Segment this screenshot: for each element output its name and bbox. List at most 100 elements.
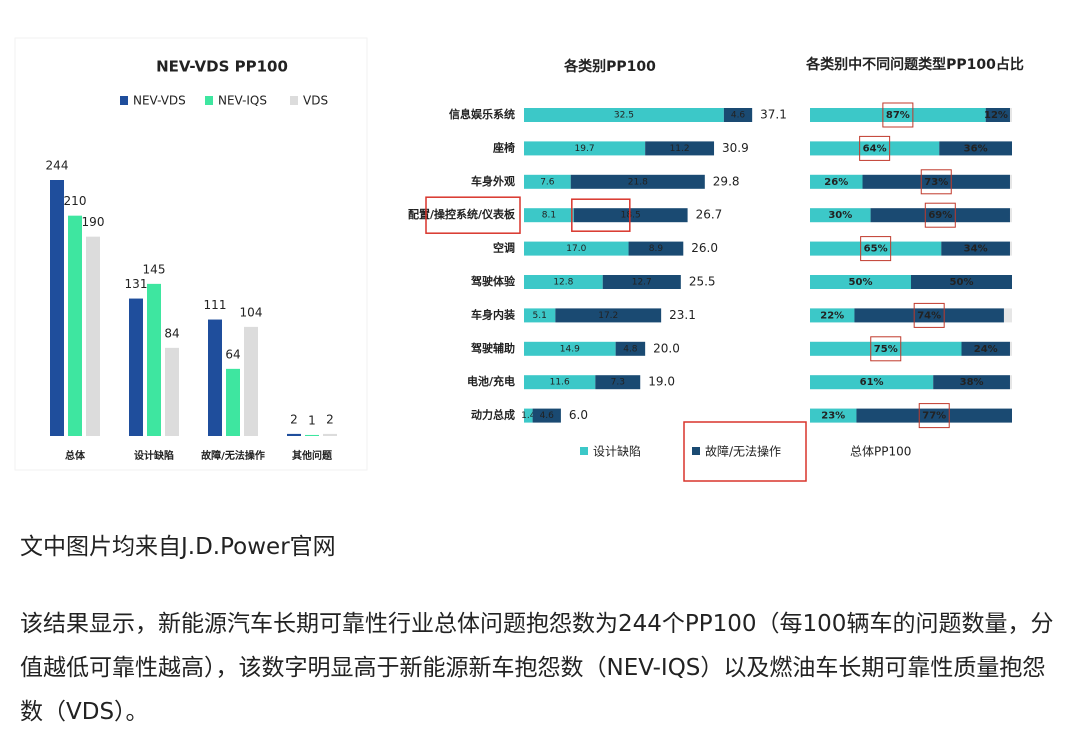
x-tick-label: 设计缺陷: [134, 449, 174, 462]
bar-segment: [810, 341, 962, 356]
value-label: 4.6: [540, 411, 555, 421]
bar-segment: [524, 174, 571, 189]
bar-segment: [524, 275, 603, 289]
value-label: 210: [64, 194, 87, 208]
bar-segment: [602, 275, 681, 289]
bar-segment: [615, 341, 646, 356]
bar-segment: [933, 375, 1010, 390]
total-label: 19.0: [648, 375, 675, 389]
caption: 文中图片均来自J.D.Power官网: [20, 534, 336, 560]
value-label: 69%: [928, 210, 952, 221]
value-label: 11.2: [670, 144, 690, 154]
highlight-box: [683, 421, 807, 482]
bar-segment: [645, 141, 715, 156]
bar-segment: [524, 341, 616, 356]
total-label: 25.5: [689, 275, 716, 289]
bar-segment: [941, 241, 1010, 256]
bar-segment: [854, 308, 1004, 323]
value-label: 190: [82, 215, 105, 229]
value-label: 87%: [886, 110, 910, 121]
bar: [147, 283, 161, 436]
value-label: 131: [125, 277, 148, 291]
value-label: 65%: [864, 244, 888, 255]
bar-segment: [628, 241, 684, 256]
value-label: 73%: [924, 177, 948, 188]
legend-swatch: [120, 96, 128, 105]
bar-segment: [595, 375, 641, 390]
y-tick-label: 动力总成: [471, 408, 515, 422]
legend-label: NEV-VDS: [133, 94, 186, 108]
highlight-box: [860, 236, 892, 262]
highlight-box: [870, 336, 902, 362]
value-label: 75%: [874, 344, 898, 355]
value-label: 145: [143, 262, 166, 276]
bar-segment: [524, 141, 646, 156]
value-label: 111: [204, 298, 227, 312]
highlight-box: [425, 196, 521, 234]
bar-segment: [573, 208, 688, 223]
value-label: 19.7: [575, 144, 595, 154]
legend-label: NEV-IQS: [218, 94, 267, 108]
legend-swatch: [580, 447, 588, 455]
value-label: 84: [164, 326, 179, 340]
value-label: 50%: [950, 277, 974, 288]
bar-segment: [961, 341, 1010, 356]
bar-segment: [524, 308, 556, 323]
bar-segment: [939, 141, 1012, 156]
value-label: 50%: [849, 277, 873, 288]
highlight-box: [918, 403, 950, 429]
highlight-box: [913, 302, 945, 328]
value-label: 12%: [984, 110, 1008, 121]
y-tick-label: 驾驶辅助: [470, 341, 515, 355]
bar: [86, 236, 100, 436]
value-label: 4.6: [731, 111, 746, 121]
chart-title: 各类别PP100: [563, 58, 656, 75]
value-label: 5.1: [533, 311, 547, 321]
highlight-box: [571, 198, 631, 232]
value-label: 7.3: [611, 378, 625, 388]
legend-swatch: [692, 447, 700, 455]
bar-segment: [810, 275, 911, 289]
y-tick-label: 电池/充电: [467, 374, 515, 388]
value-label: 23%: [821, 411, 845, 422]
bar: [50, 180, 64, 436]
legend-label: 总体PP100: [850, 445, 911, 459]
y-tick-label: 座椅: [492, 140, 515, 154]
bar-segment: [810, 375, 934, 390]
x-tick-label: 总体: [65, 449, 86, 462]
total-label: 29.8: [713, 174, 740, 188]
bar: [323, 433, 337, 436]
value-label: 21.8: [628, 177, 648, 187]
bar: [226, 368, 240, 436]
total-label: 26.7: [696, 208, 723, 222]
y-tick-label: 空调: [493, 241, 515, 255]
value-label: 64%: [863, 143, 887, 154]
value-label: 244: [46, 159, 69, 173]
bar-segment: [524, 408, 533, 423]
bar: [244, 326, 258, 436]
paragraph: 该结果显示，新能源汽车长期可靠性行业总体问题抱怨数为244个PP100（每100…: [20, 611, 1054, 725]
highlight-box: [924, 202, 956, 228]
x-tick-label: 故障/无法操作: [201, 449, 265, 462]
y-tick-label: 驾驶体验: [470, 274, 516, 288]
highlight-box: [882, 102, 914, 128]
value-label: 2: [290, 412, 298, 426]
value-label: 17.0: [566, 244, 586, 254]
legend-swatch: [205, 96, 213, 105]
value-label: 2: [326, 412, 334, 426]
bar-segment: [870, 208, 1010, 223]
value-label: 8.9: [649, 244, 664, 254]
bar: [208, 319, 222, 436]
bar-segment: [911, 275, 1012, 289]
bar-segment: [524, 241, 629, 256]
chart-title: NEV-VDS PP100: [156, 58, 288, 76]
bar-segment: [524, 375, 596, 390]
legend-label: 故障/无法操作: [705, 444, 781, 459]
value-label: 22%: [820, 310, 844, 321]
bar-segment: [524, 108, 724, 122]
bar-segment: [570, 174, 705, 189]
value-label: 14.9: [560, 344, 580, 354]
bar-segment: [810, 408, 857, 423]
total-label: 20.0: [653, 341, 680, 355]
